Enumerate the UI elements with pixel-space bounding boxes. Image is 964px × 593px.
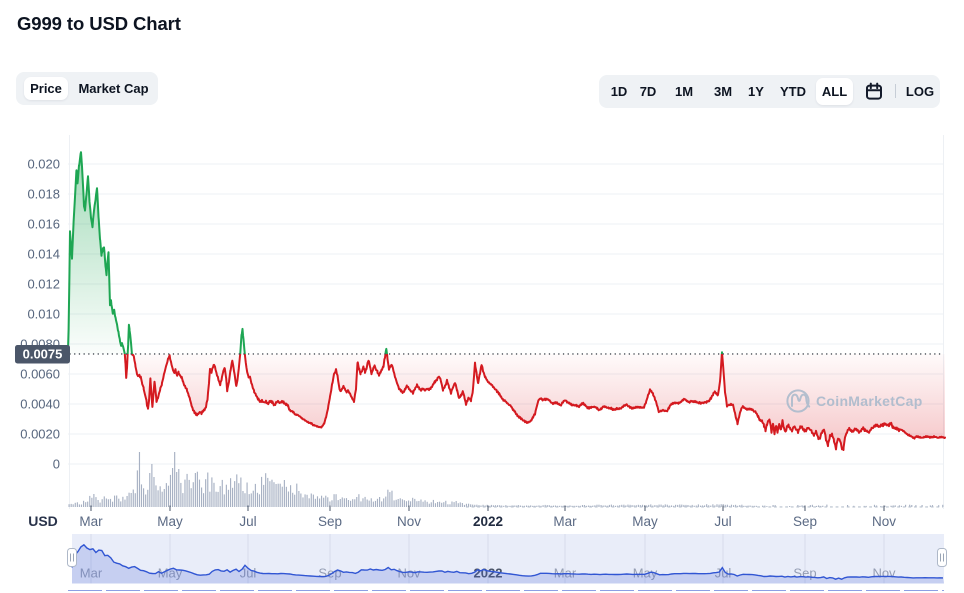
svg-text:Sep: Sep [318, 514, 342, 529]
svg-text:0.0040: 0.0040 [20, 397, 60, 412]
svg-text:0.010: 0.010 [27, 307, 60, 322]
svg-text:0.020: 0.020 [27, 157, 60, 172]
svg-text:Jul: Jul [240, 566, 257, 581]
svg-text:May: May [157, 514, 183, 529]
svg-text:Mar: Mar [553, 514, 577, 529]
svg-text:May: May [632, 514, 658, 529]
svg-text:0.012: 0.012 [27, 277, 60, 292]
svg-text:Nov: Nov [397, 566, 421, 581]
svg-text:0: 0 [53, 457, 60, 472]
svg-text:CoinMarketCap: CoinMarketCap [816, 393, 923, 409]
svg-text:Nov: Nov [397, 514, 421, 529]
svg-text:Jul: Jul [715, 566, 732, 581]
svg-text:2022: 2022 [473, 514, 503, 529]
svg-text:0.014: 0.014 [27, 247, 60, 262]
svg-text:0.0075: 0.0075 [23, 347, 63, 362]
svg-text:0.016: 0.016 [27, 217, 60, 232]
svg-text:May: May [633, 566, 658, 581]
svg-text:0.0060: 0.0060 [20, 367, 60, 382]
svg-text:Mar: Mar [80, 566, 103, 581]
svg-text:Jul: Jul [239, 514, 256, 529]
svg-text:Jul: Jul [714, 514, 731, 529]
svg-text:2022: 2022 [474, 566, 503, 581]
svg-text:Nov: Nov [872, 514, 896, 529]
svg-text:0.0020: 0.0020 [20, 427, 60, 442]
svg-text:0.018: 0.018 [27, 187, 60, 202]
svg-text:USD: USD [28, 513, 58, 529]
svg-text:Sep: Sep [793, 514, 817, 529]
svg-text:Mar: Mar [79, 514, 103, 529]
